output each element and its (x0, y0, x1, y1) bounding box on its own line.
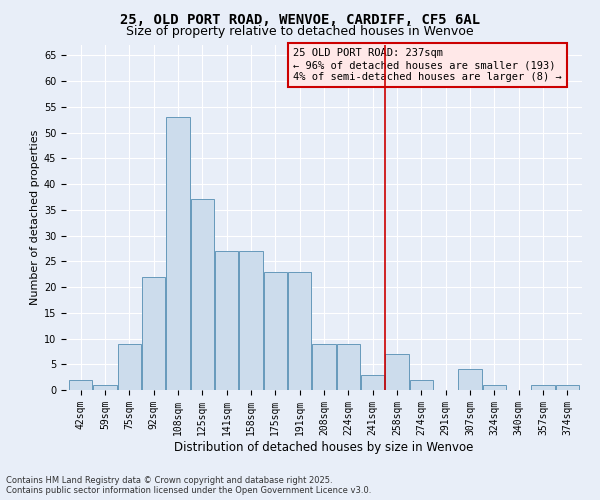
X-axis label: Distribution of detached houses by size in Wenvoe: Distribution of detached houses by size … (175, 440, 473, 454)
Bar (191, 200, 214, 390)
Bar (94, 385, 116, 390)
Bar (142, 276, 165, 390)
Y-axis label: Number of detached properties: Number of detached properties (29, 130, 40, 305)
Bar (361, 374, 384, 390)
Bar (337, 344, 360, 390)
Text: 25, OLD PORT ROAD, WENVOE, CARDIFF, CF5 6AL: 25, OLD PORT ROAD, WENVOE, CARDIFF, CF5 … (120, 12, 480, 26)
Bar (532, 385, 554, 390)
Bar (166, 117, 190, 390)
Bar (239, 251, 263, 390)
Bar (385, 354, 409, 390)
Bar (118, 344, 141, 390)
Text: 25 OLD PORT ROAD: 237sqm
← 96% of detached houses are smaller (193)
4% of semi-d: 25 OLD PORT ROAD: 237sqm ← 96% of detach… (293, 48, 562, 82)
Bar (215, 251, 238, 390)
Bar (288, 272, 311, 390)
Bar (313, 344, 335, 390)
Bar (483, 385, 506, 390)
Bar (458, 370, 482, 390)
Bar (410, 380, 433, 390)
Text: Size of property relative to detached houses in Wenvoe: Size of property relative to detached ho… (126, 25, 474, 38)
Bar (69, 380, 92, 390)
Bar (556, 385, 579, 390)
Text: Contains HM Land Registry data © Crown copyright and database right 2025.
Contai: Contains HM Land Registry data © Crown c… (6, 476, 371, 495)
Bar (264, 272, 287, 390)
